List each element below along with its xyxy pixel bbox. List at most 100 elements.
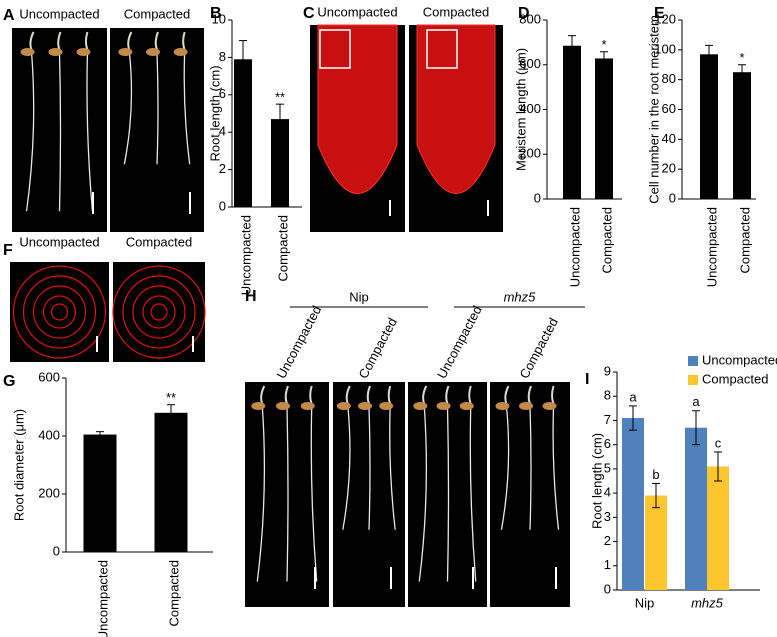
root-tip bbox=[416, 24, 496, 194]
seed bbox=[436, 402, 451, 410]
significance: b bbox=[652, 467, 659, 482]
bar bbox=[645, 495, 667, 590]
y-tick-label: 2 bbox=[604, 533, 611, 548]
error-bar bbox=[738, 64, 746, 81]
significance: * bbox=[601, 37, 606, 52]
cell-ring bbox=[42, 295, 77, 329]
error-bar bbox=[239, 40, 247, 79]
y-tick-label: 4 bbox=[219, 124, 226, 139]
y-tick-label: 600 bbox=[519, 56, 541, 71]
group-label: Nip bbox=[349, 289, 369, 304]
y-tick-label: 600 bbox=[38, 369, 60, 384]
y-tick-label: 7 bbox=[604, 412, 611, 427]
y-tick-label: 3 bbox=[604, 509, 611, 524]
significance: * bbox=[739, 50, 744, 65]
seed bbox=[48, 48, 63, 56]
legend-label: Uncompacted bbox=[702, 352, 777, 367]
y-axis-label: Root diameter (μm) bbox=[11, 409, 26, 521]
y-axis-label: Cell number in the root meristem bbox=[646, 15, 661, 204]
y-tick-label: 20 bbox=[662, 161, 676, 176]
seed bbox=[459, 402, 474, 410]
bar bbox=[685, 427, 707, 590]
x-tick-label: Uncompacted bbox=[704, 207, 719, 287]
root-tip bbox=[317, 24, 398, 194]
root bbox=[58, 51, 62, 212]
root bbox=[256, 405, 266, 582]
y-tick-label: 2 bbox=[219, 161, 226, 176]
bar bbox=[622, 418, 644, 590]
image-label: Uncompacted bbox=[434, 303, 485, 381]
seed bbox=[336, 402, 351, 410]
bar bbox=[595, 58, 613, 199]
x-tick-label: Compacted bbox=[275, 215, 290, 281]
cell-ring bbox=[132, 285, 186, 339]
seed bbox=[519, 402, 533, 410]
legend-swatch bbox=[688, 356, 698, 366]
panel-label: E bbox=[654, 5, 665, 22]
panel-label: G bbox=[3, 373, 15, 390]
image-label: Uncompacted bbox=[19, 234, 99, 249]
root bbox=[286, 405, 289, 582]
y-tick-label: 0 bbox=[53, 543, 60, 558]
bar bbox=[700, 54, 718, 199]
error-bar bbox=[629, 405, 637, 431]
panel-label: B bbox=[210, 5, 222, 22]
y-tick-label: 200 bbox=[519, 146, 541, 161]
panel-label: F bbox=[3, 242, 13, 259]
seed bbox=[379, 402, 394, 410]
panel-label: A bbox=[3, 7, 15, 24]
cell-ring bbox=[32, 285, 87, 339]
y-tick-label: 6 bbox=[604, 436, 611, 451]
x-tick-label: Uncompacted bbox=[238, 215, 253, 295]
root bbox=[25, 51, 35, 212]
error-bar bbox=[600, 51, 608, 66]
bar bbox=[234, 59, 252, 207]
root bbox=[552, 405, 560, 530]
y-tick-label: 0 bbox=[219, 198, 226, 213]
y-tick-label: 6 bbox=[219, 86, 226, 101]
seed bbox=[413, 402, 428, 410]
image-label: Compacted bbox=[355, 315, 399, 381]
error-bar bbox=[714, 451, 722, 482]
seed bbox=[118, 48, 133, 56]
legend-label: Compacted bbox=[702, 371, 768, 386]
cell-ring bbox=[12, 265, 107, 359]
y-tick-label: 9 bbox=[604, 363, 611, 378]
y-tick-label: 400 bbox=[519, 101, 541, 116]
root bbox=[529, 405, 532, 530]
root bbox=[500, 405, 510, 530]
seed bbox=[251, 402, 266, 410]
image-label: Uncompacted bbox=[317, 4, 397, 19]
y-tick-label: 8 bbox=[219, 49, 226, 64]
bar bbox=[563, 45, 581, 200]
error-bar bbox=[692, 410, 700, 446]
seed bbox=[76, 48, 91, 56]
y-tick-label: 10 bbox=[212, 11, 226, 26]
y-tick-label: 40 bbox=[662, 131, 676, 146]
x-tick-label: Uncompacted bbox=[567, 207, 582, 287]
y-tick-label: 800 bbox=[519, 11, 541, 26]
seed bbox=[146, 48, 160, 56]
seed bbox=[358, 402, 372, 410]
root bbox=[368, 405, 371, 530]
significance: ** bbox=[275, 90, 285, 105]
cell-ring bbox=[112, 265, 206, 359]
image-label: Compacted bbox=[423, 4, 489, 19]
inset bbox=[319, 29, 351, 69]
y-tick-label: 0 bbox=[534, 190, 541, 205]
panel-label: H bbox=[245, 288, 257, 305]
y-tick-label: 120 bbox=[654, 11, 676, 26]
root bbox=[123, 51, 133, 165]
legend-swatch bbox=[688, 375, 698, 385]
significance: a bbox=[692, 394, 700, 409]
image-label: Uncompacted bbox=[19, 6, 99, 21]
cell-ring bbox=[50, 303, 69, 321]
y-tick-label: 80 bbox=[662, 71, 676, 86]
bar bbox=[83, 434, 117, 552]
root bbox=[446, 405, 450, 582]
x-tick-label: mhz5 bbox=[691, 595, 724, 610]
seed bbox=[300, 402, 315, 410]
root bbox=[469, 405, 477, 582]
y-tick-label: 0 bbox=[669, 190, 676, 205]
